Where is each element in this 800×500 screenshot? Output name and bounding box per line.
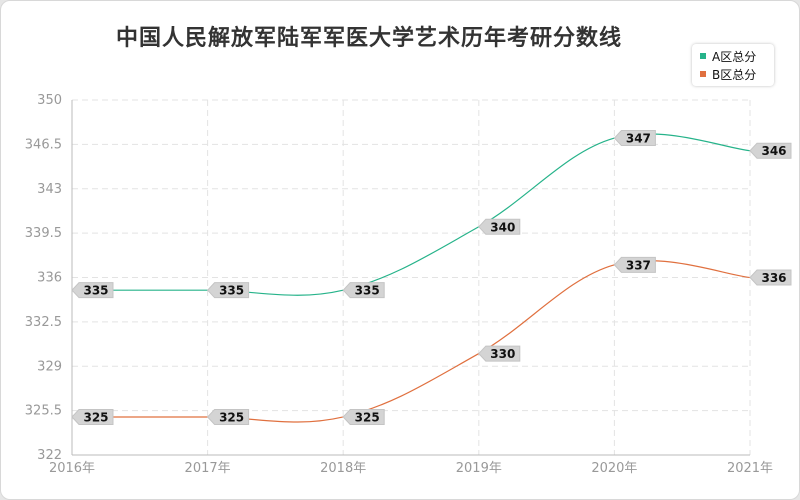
legend-swatch-a [700, 53, 706, 59]
data-label: 336 [749, 269, 792, 286]
data-label: 340 [478, 218, 521, 235]
data-label-tag [71, 282, 114, 299]
x-tick-label: 2019年 [456, 461, 502, 476]
axes: 350 346.5 343 339.5 336 332.5 329 325.5 3222016年… [25, 93, 773, 476]
data-label-text: 325 [83, 410, 108, 424]
data-label-tag [749, 142, 792, 159]
y-tick-label: 332.5 [25, 315, 62, 330]
y-tick-label: 343 [37, 182, 62, 197]
legend-item-b[interactable]: B区总分 [692, 65, 774, 83]
x-tick-label: 2021年 [727, 461, 773, 476]
data-label: 330 [478, 345, 521, 362]
legend-swatch-b [700, 71, 706, 77]
data-label-text: 330 [490, 347, 515, 361]
legend-item-a[interactable]: A区总分 [692, 47, 774, 65]
x-tick-label: 2020年 [591, 461, 637, 476]
data-label: 325 [206, 408, 250, 425]
data-label: 335 [71, 282, 114, 299]
data-label-text: 346 [761, 144, 786, 158]
data-label: 347 [613, 130, 656, 147]
data-label-tag [71, 408, 114, 425]
data-label-tag [749, 269, 792, 286]
data-label-tag [206, 408, 250, 425]
data-label-tag [206, 282, 250, 299]
data-label-tag [478, 345, 521, 362]
data-label-tag [342, 408, 385, 425]
data-labels: 335 335 335 340 347 346 325 325 325 330 337 336 [71, 130, 792, 425]
data-label-text: 335 [83, 284, 108, 298]
x-tick-label: 2018年 [320, 461, 366, 476]
data-label-text: 336 [761, 271, 786, 285]
data-label-text: 325 [219, 410, 244, 424]
y-tick-label: 322 [37, 448, 62, 463]
data-label-text: 347 [626, 132, 651, 146]
legend-label-a: A区总分 [712, 49, 757, 64]
data-label: 325 [71, 408, 114, 425]
data-label-tag [478, 218, 521, 235]
data-label: 346 [749, 142, 792, 159]
data-label-text: 335 [219, 284, 244, 298]
data-label-text: 325 [355, 410, 380, 424]
y-tick-label: 346.5 [25, 137, 62, 152]
data-label: 335 [206, 282, 250, 299]
y-tick-label: 336 [37, 271, 62, 286]
y-tick-label: 325.5 [25, 404, 62, 419]
data-label-text: 335 [355, 284, 380, 298]
grid-lines [71, 99, 751, 456]
data-label: 335 [342, 282, 385, 299]
y-tick-label: 350 [37, 93, 62, 108]
data-label-tag [613, 130, 656, 147]
data-label-tag [342, 282, 385, 299]
y-tick-label: 329 [37, 359, 62, 374]
data-label-tag [613, 256, 656, 273]
data-label-text: 340 [490, 220, 515, 234]
x-tick-label: 2016年 [49, 461, 95, 476]
data-label-text: 337 [626, 258, 651, 272]
legend: A区总分 B区总分 [692, 44, 774, 86]
data-label: 325 [342, 408, 385, 425]
legend-label-b: B区总分 [712, 67, 757, 82]
data-label: 337 [613, 256, 656, 273]
series-line-b [72, 260, 751, 423]
y-tick-label: 339.5 [25, 226, 62, 241]
chart-title: 中国人民解放军陆军军医大学艺术历年考研分数线 [116, 26, 623, 51]
x-tick-label: 2017年 [185, 461, 231, 476]
